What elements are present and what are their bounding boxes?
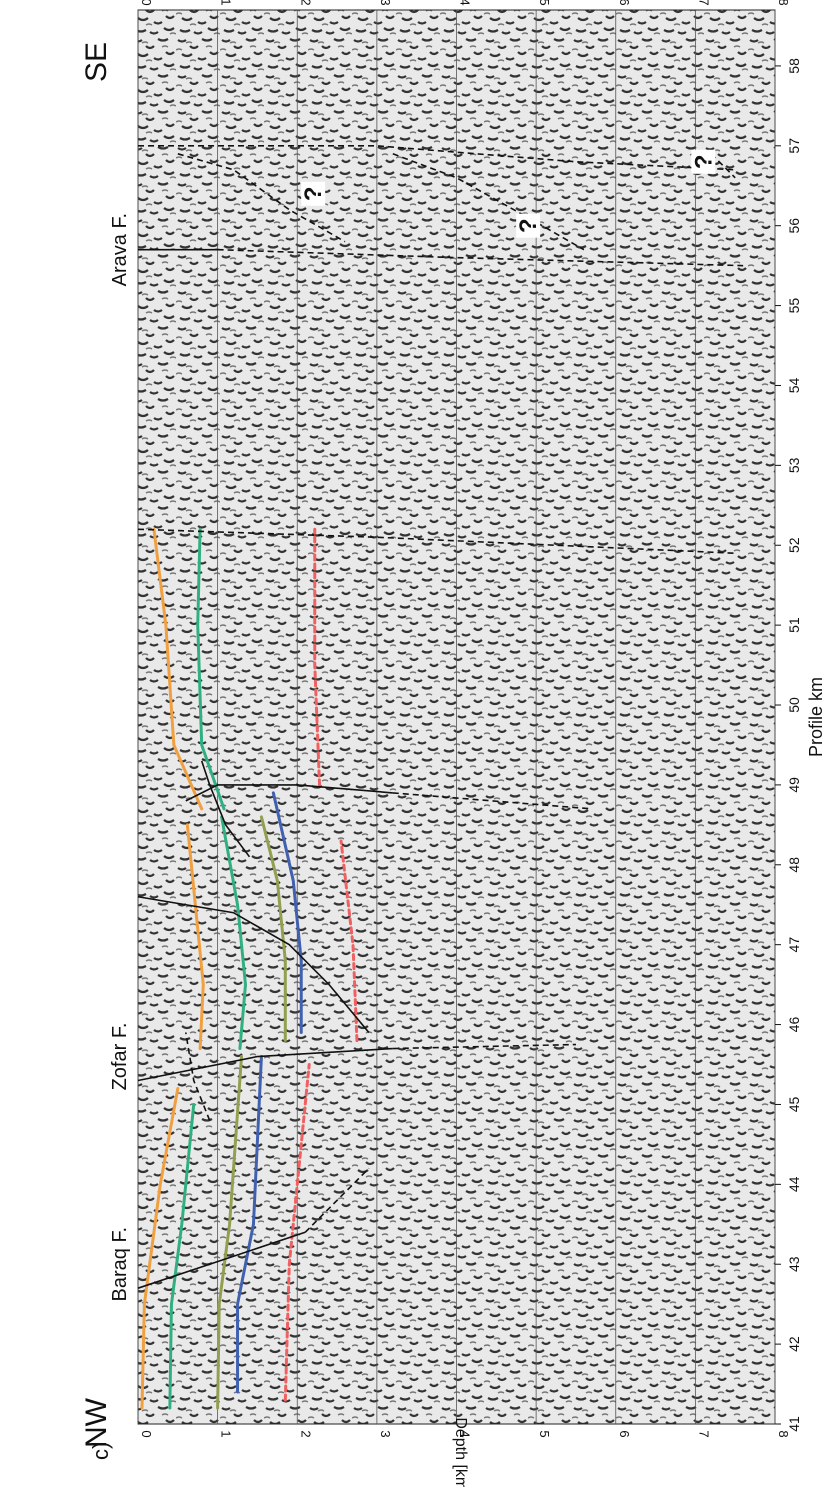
depth-tick-left-5: 5 [537,1430,552,1437]
fault-line-0 [137,1231,306,1289]
profile-tick-41: 41 [786,1416,802,1432]
question-marks: ??? [300,149,717,238]
profile-tick-54: 54 [786,377,802,393]
profile-tick-47: 47 [786,937,802,953]
depth-tick-right-2: 2 [298,0,313,6]
x-axis-title: Profile km [806,677,826,757]
question-mark-0: ? [300,186,327,201]
fault-label-0: Baraq F. [109,1227,131,1301]
profile-tick-44: 44 [786,1176,802,1192]
fault-line-7 [185,784,393,802]
question-mark-bg-2 [691,149,716,174]
profile-tick-53: 53 [786,457,802,473]
fault-labels: Baraq F. Zofar F. Arava F. [109,213,131,1301]
profile-tick-56: 56 [786,218,802,234]
horizon-line-7 [259,815,287,1043]
y-axis-title: Depth [km] [452,1417,469,1487]
horizon-line-3 [168,1102,196,1410]
fault-label-2: Arava F. [109,213,131,286]
profile-tick-46: 46 [786,1017,802,1033]
depth-tick-right-5: 5 [537,0,552,6]
fault-line-13 [177,153,346,243]
horizon-line-0 [140,1086,180,1410]
fault-line-4 [184,1032,211,1121]
fault-line-3 [392,1043,576,1050]
profile-tick-48: 48 [786,857,802,873]
depth-tick-left-0: 0 [139,1430,154,1437]
fault-line-2 [137,1047,393,1082]
horizon-lines [140,527,359,1410]
depth-tick-right-3: 3 [378,0,393,6]
horizon-line-11 [339,839,359,1043]
horizon-line-9 [271,791,303,1035]
direction-label-se: SE [80,42,113,82]
depth-tick-right-7: 7 [696,0,711,6]
profile-tick-49: 49 [786,777,802,793]
fault-line-14 [392,153,585,251]
direction-label-nw: NW [80,1397,113,1448]
profile-tick-58: 58 [786,58,802,74]
question-mark-bg-1 [516,213,541,238]
profile-tick-52: 52 [786,537,802,553]
panel-label: c) [88,1442,113,1460]
horizon-line-8 [236,1055,263,1394]
depth-tick-left-7: 7 [696,1430,711,1437]
profile-ticks: 41 42 43 44 45 46 47 48 49 50 51 52 53 54 55 56 57 58 [775,58,802,1432]
fault-line-5 [137,895,370,1034]
depth-tick-right-6: 6 [617,0,632,6]
depth-tick-left-6: 6 [617,1430,632,1437]
fault-line-1 [304,1167,370,1233]
profile-tick-55: 55 [786,298,802,314]
fault-line-6 [200,760,251,858]
depth-tick-right-0: 0 [139,0,154,6]
profile-tick-57: 57 [786,138,802,154]
fault-label-1: Zofar F. [109,1023,131,1091]
question-mark-1: ? [515,218,542,233]
depth-ticks-left: 0 1 2 3 4 5 6 7 8 [139,1430,791,1437]
profile-tick-45: 45 [786,1096,802,1112]
grid-lines [137,10,776,1424]
question-mark-bg-0 [301,181,326,206]
horizon-line-2 [152,527,204,811]
depth-ticks-right: 0 1 2 3 4 5 6 7 8 [139,0,791,6]
horizon-line-12 [313,527,322,787]
depth-tick-left-1: 1 [219,1430,234,1437]
depth-tick-right-1: 1 [219,0,234,6]
depth-tick-left-4: 4 [458,1430,473,1437]
fault-line-11 [217,248,744,267]
horizon-line-4 [220,815,247,1051]
horizon-line-1 [185,823,205,1051]
depth-tick-left-2: 2 [298,1430,313,1437]
depth-tick-right-4: 4 [458,0,473,6]
question-mark-2: ? [690,154,717,169]
fault-line-8 [392,792,592,810]
horizon-line-6 [216,1055,244,1410]
depth-tick-left-3: 3 [378,1430,393,1437]
profile-tick-51: 51 [786,617,802,633]
horizon-line-5 [196,527,226,811]
depth-tick-left-8: 8 [776,1430,791,1437]
horizon-line-10 [283,1063,311,1402]
profile-tick-50: 50 [786,697,802,713]
profile-tick-42: 42 [786,1336,802,1352]
profile-tick-43: 43 [786,1256,802,1272]
depth-tick-right-8: 8 [776,0,791,6]
